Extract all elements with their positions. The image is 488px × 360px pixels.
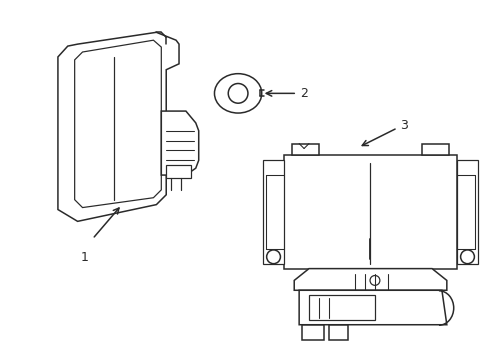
Polygon shape (294, 269, 446, 290)
Polygon shape (166, 165, 190, 178)
Text: 2: 2 (300, 87, 307, 100)
Polygon shape (262, 160, 284, 264)
Ellipse shape (214, 74, 261, 113)
Polygon shape (299, 290, 446, 325)
Polygon shape (75, 40, 161, 208)
Polygon shape (328, 325, 347, 339)
Polygon shape (308, 295, 374, 320)
Polygon shape (292, 144, 318, 156)
Text: 1: 1 (81, 251, 88, 264)
Text: 3: 3 (400, 120, 407, 132)
Polygon shape (161, 111, 198, 175)
Polygon shape (456, 160, 477, 264)
Polygon shape (421, 144, 448, 156)
Polygon shape (302, 325, 323, 339)
Polygon shape (58, 32, 179, 221)
Polygon shape (284, 156, 456, 269)
